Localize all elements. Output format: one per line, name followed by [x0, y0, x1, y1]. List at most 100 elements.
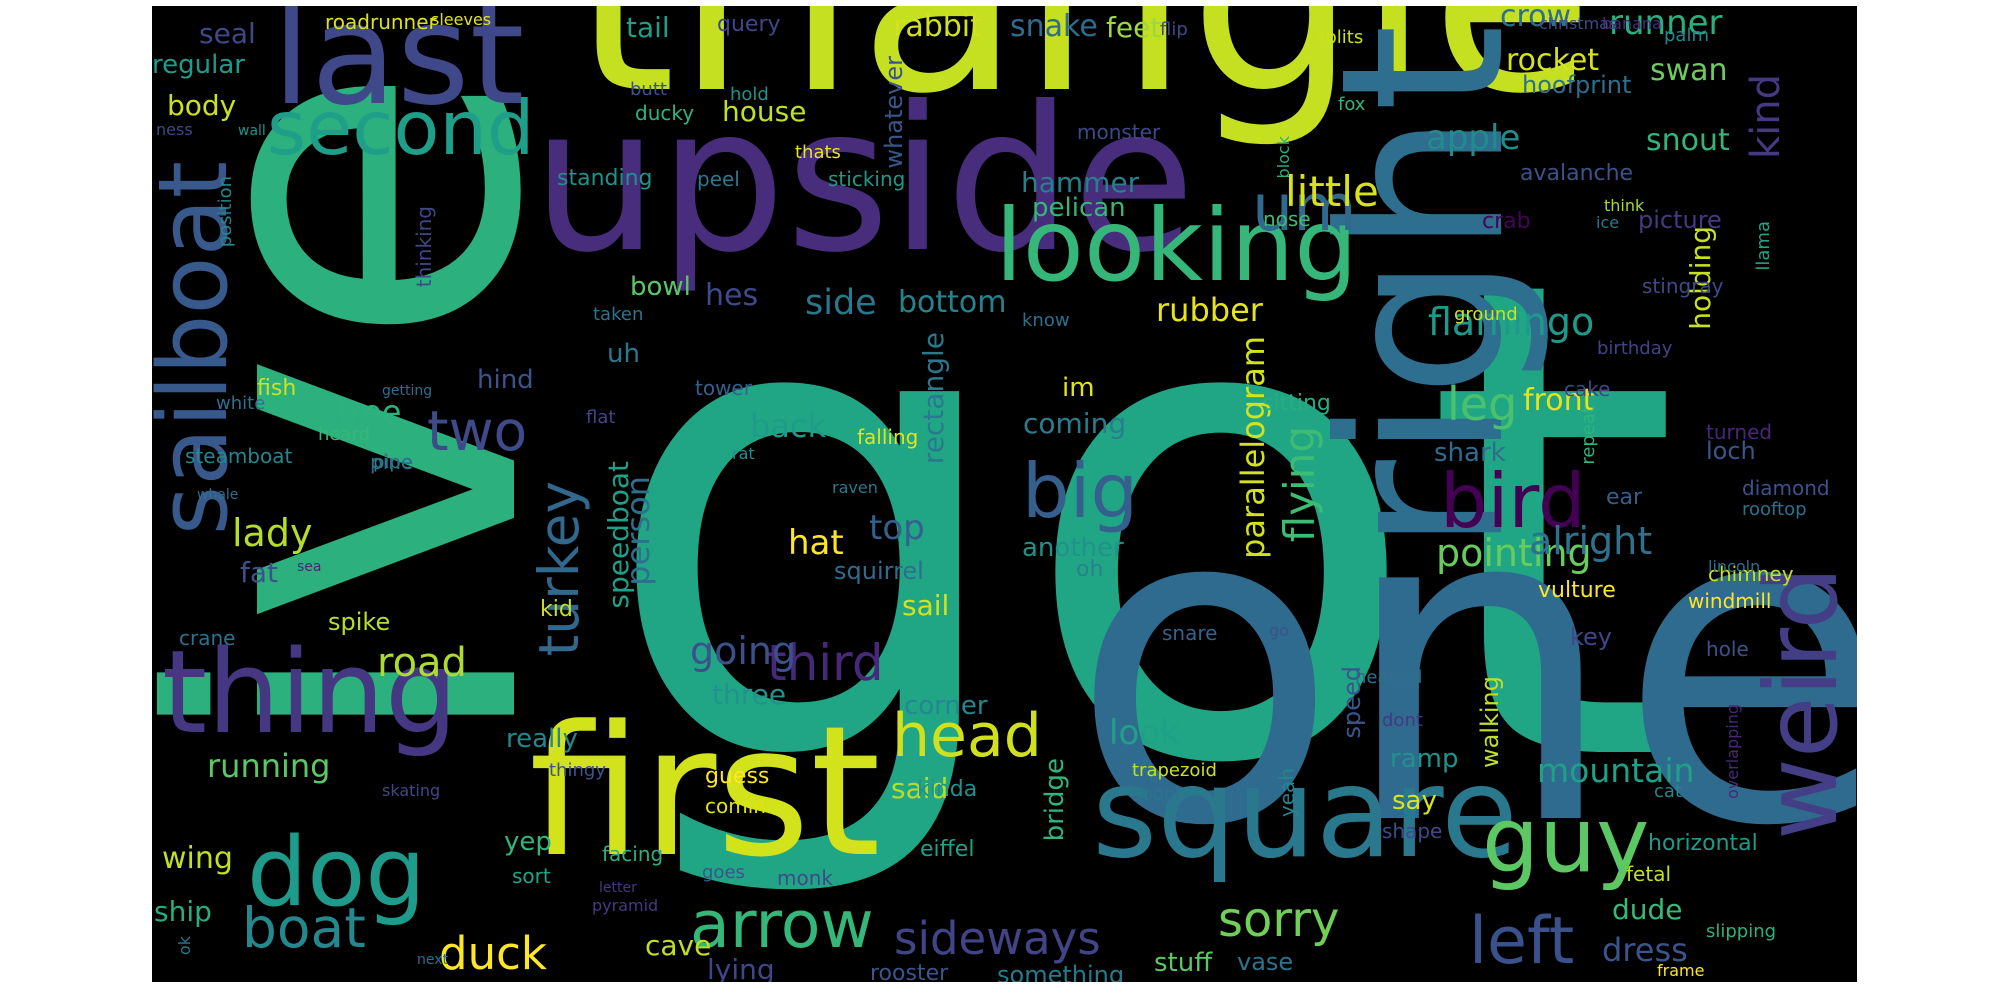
word-llama: picture — [1638, 206, 1722, 234]
word-palm: fox — [1338, 94, 1366, 115]
word-fat: fat — [240, 556, 278, 589]
word-hat: hat — [788, 523, 844, 563]
word-christmas: splits — [1316, 27, 1364, 48]
word-wing: wing — [162, 841, 233, 876]
word-query: query — [717, 12, 781, 37]
word-tower: flat — [586, 407, 616, 428]
word-headed: dont — [1382, 710, 1423, 731]
word-rat: falling — [857, 425, 919, 449]
word-thinking: wall — [238, 123, 266, 139]
word-sitting: cake — [1564, 377, 1611, 401]
word-arrow: arrow — [690, 888, 874, 963]
word-kind: kind — [1743, 74, 1789, 160]
word-butt: banana — [1602, 14, 1662, 33]
word-apple: apple — [1426, 118, 1521, 158]
word-peel: thats — [795, 142, 841, 163]
word-triangle: triangle — [572, 6, 1594, 131]
word-house: house — [722, 95, 807, 128]
word-dress: dress — [1602, 931, 1688, 969]
word-parallelogram: parallelogram — [1234, 336, 1272, 559]
word-regular: regular — [152, 50, 245, 80]
word-pointing: pointing — [1436, 531, 1592, 575]
word-shape: yeah — [1275, 768, 1299, 818]
word-snake: snake — [1010, 9, 1098, 44]
word-horizontal: cat — [1654, 781, 1682, 802]
word-turned: rooftop — [1742, 499, 1807, 520]
word-heard: getting — [382, 383, 433, 399]
word-ok: letter — [599, 880, 637, 896]
word-thats: ducky — [635, 101, 695, 125]
word-oh: oh — [1076, 557, 1104, 582]
word-fox: monster — [1077, 120, 1161, 144]
word-feet: feet — [1106, 11, 1162, 44]
word-snout: snout — [1646, 123, 1730, 158]
word-cake: repeat — [1578, 406, 1599, 465]
word-pyramid: monk — [777, 866, 833, 890]
word-dog: dog — [247, 818, 426, 928]
word-dude: dude — [1612, 893, 1683, 926]
word-speedboat: speedboat — [602, 461, 635, 609]
word-cave: cave — [645, 929, 712, 962]
word-chimney: vulture — [1538, 578, 1616, 603]
word-another: another — [1022, 533, 1124, 563]
word-im: im — [1062, 373, 1095, 403]
word-monk: sort — [512, 864, 551, 888]
word-alright: alright — [1529, 519, 1653, 563]
word-big: big — [1022, 447, 1139, 535]
word-overlapping: frame — [1657, 961, 1705, 980]
word-swan: swan — [1650, 53, 1728, 88]
word-looking: looking — [995, 187, 1358, 304]
word-corner: corner — [904, 691, 988, 721]
word-raven: whale — [197, 487, 239, 503]
word-sticking: avalanche — [1520, 161, 1634, 186]
word-first: first — [529, 688, 881, 897]
word-crane: crane — [179, 626, 236, 650]
word-second: second — [267, 84, 535, 172]
word-taken: know — [1022, 310, 1070, 331]
word-hoofprint: palm — [1664, 25, 1709, 46]
word-body: body — [167, 89, 237, 122]
word-really: really — [506, 724, 578, 754]
word-sorry: sorry — [1218, 892, 1340, 948]
word-thingy: skating — [382, 781, 441, 800]
word-pipe: steamboat — [185, 444, 293, 468]
word-going: going — [690, 629, 797, 673]
word-slipping: fetal — [1626, 862, 1671, 886]
word-um: um — [1252, 171, 1357, 246]
word-whatever: hold — [730, 84, 769, 105]
word-bird: bird — [1440, 457, 1586, 545]
word-guess: guess — [705, 764, 770, 789]
word-said: said — [891, 772, 949, 805]
word-white: position — [215, 176, 236, 248]
word-fish: fish — [257, 376, 297, 401]
word-falling: tower — [695, 376, 752, 400]
word-sea: raven — [832, 478, 878, 497]
word-birthday: ground — [1454, 304, 1518, 325]
word-stuff: something — [997, 961, 1125, 982]
word-think: stingray — [1642, 274, 1724, 298]
word-diamond: ear — [1606, 485, 1643, 510]
word-rectangle: rectangle — [917, 332, 950, 465]
word-bowl: bowl — [630, 272, 691, 302]
word-position: thinking — [412, 206, 436, 288]
word-hes: hes — [705, 278, 759, 313]
word-loch: turned — [1706, 420, 1773, 444]
word-boat: boat — [242, 896, 366, 960]
word-go: headed — [1355, 667, 1423, 688]
word-dont: shape — [1382, 819, 1443, 843]
word-snare: go — [1269, 621, 1289, 640]
word-eiffel: eiffel — [920, 837, 975, 862]
word-whale: rat — [732, 444, 755, 463]
word-cat: speed — [1338, 666, 1366, 739]
word-crow: crow — [1500, 6, 1572, 34]
word-flamingo: flamingo — [1428, 300, 1595, 344]
word-one: one — [1070, 410, 1857, 922]
word-mountain: mountain — [1537, 751, 1695, 790]
word-walking: bridge — [1040, 758, 1070, 842]
word-two: two — [427, 399, 528, 463]
word-rabbit: rabbit — [893, 9, 982, 44]
word-trapezoid: walking — [1476, 676, 1504, 769]
word-goes: goes — [702, 862, 745, 883]
word-duck: duck — [439, 927, 547, 980]
word-rubber: rubber — [1156, 291, 1263, 329]
